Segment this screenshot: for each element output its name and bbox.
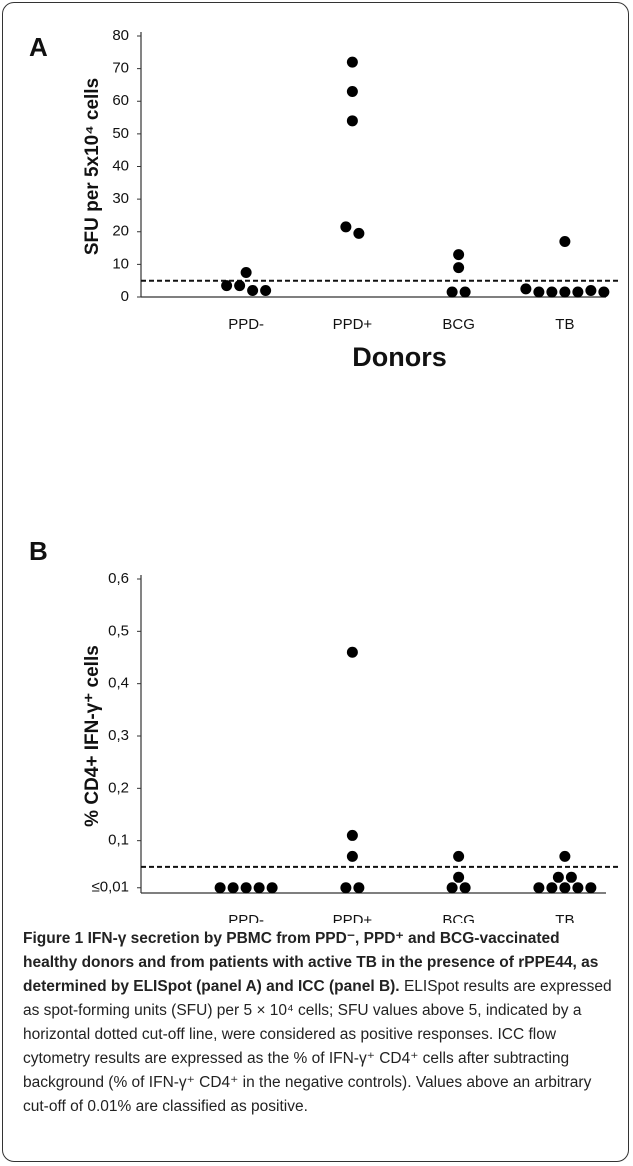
- data-point: [353, 882, 365, 894]
- data-point: [234, 280, 246, 292]
- data-point: [533, 882, 545, 894]
- y-tick-label: 70: [112, 60, 129, 77]
- data-point: [253, 882, 265, 894]
- data-point: [598, 286, 610, 298]
- data-point: [585, 882, 597, 894]
- y-axis-title: SFU per 5x10⁴ cells: [82, 78, 103, 255]
- data-point: [453, 249, 465, 261]
- data-point: [546, 882, 558, 894]
- data-point: [240, 267, 252, 279]
- data-point: [585, 284, 597, 296]
- x-tick-label: BCG: [442, 316, 475, 333]
- data-point: [353, 227, 365, 239]
- y-tick-label: ≤0,01: [92, 879, 129, 896]
- data-point: [459, 882, 471, 894]
- data-point: [459, 286, 471, 298]
- data-point: [340, 221, 352, 233]
- y-tick-label: 0,2: [108, 779, 129, 796]
- data-point: [559, 850, 571, 862]
- data-point: [227, 882, 239, 894]
- y-tick-label: 0,6: [108, 570, 129, 587]
- caption: Figure 1 IFN-γ secretion by PBMC from PP…: [23, 927, 615, 1119]
- data-point: [446, 882, 458, 894]
- caption-title: Figure 1 IFN-γ secretion by PBMC from PP…: [23, 930, 599, 995]
- data-point: [453, 850, 465, 862]
- data-point: [346, 85, 358, 97]
- x-tick-label: TB: [555, 912, 574, 923]
- data-point: [260, 284, 272, 296]
- data-point: [533, 286, 545, 298]
- data-point: [346, 115, 358, 127]
- data-point: [346, 850, 358, 862]
- y-tick-label: 0,3: [108, 727, 129, 744]
- data-point: [446, 286, 458, 298]
- x-tick-label: PPD-: [228, 316, 264, 333]
- data-point: [559, 286, 571, 298]
- data-point: [346, 56, 358, 68]
- x-tick-label: PPD+: [333, 912, 373, 923]
- y-tick-label: 0,1: [108, 832, 129, 849]
- data-point: [572, 286, 584, 298]
- data-point: [346, 646, 358, 658]
- x-tick-label: PPD-: [228, 912, 264, 923]
- y-tick-label: 30: [112, 190, 129, 207]
- panel-label: B: [29, 536, 48, 566]
- data-point: [266, 882, 278, 894]
- data-point: [247, 284, 259, 296]
- y-tick-label: 60: [112, 92, 129, 109]
- data-point: [552, 871, 564, 883]
- data-point: [546, 286, 558, 298]
- data-point: [565, 871, 577, 883]
- data-point: [559, 882, 571, 894]
- x-axis-title: Donors: [352, 342, 447, 372]
- data-point: [340, 882, 352, 894]
- y-tick-label: 0,4: [108, 675, 129, 692]
- y-tick-label: 20: [112, 223, 129, 240]
- data-point: [559, 236, 571, 248]
- data-point: [453, 871, 465, 883]
- charts: A 0 10 20 30 40 50 60 70 80 SFU per 5x10⁴ cells PPD…: [29, 27, 618, 923]
- x-tick-label: PPD+: [333, 316, 373, 333]
- y-tick-label: 80: [112, 27, 129, 44]
- y-tick-label: 50: [112, 125, 129, 142]
- y-tick-label: 0: [121, 288, 129, 305]
- data-point: [572, 882, 584, 894]
- x-tick-label: BCG: [442, 912, 475, 923]
- x-tick-label: TB: [555, 316, 574, 333]
- y-tick-label: 40: [112, 157, 129, 174]
- caption-text: ELISpot results are expressed as spot-fo…: [23, 978, 612, 1115]
- y-axis-title: % CD4+ IFN-γ⁺ cells: [82, 645, 103, 827]
- y-tick-label: 0,5: [108, 622, 129, 639]
- y-tick-label: 10: [112, 255, 129, 272]
- data-point: [520, 283, 532, 295]
- data-point: [453, 262, 465, 274]
- data-point: [214, 882, 226, 894]
- data-point: [346, 829, 358, 841]
- data-point: [221, 280, 233, 292]
- panel-label: A: [29, 32, 48, 62]
- data-point: [240, 882, 252, 894]
